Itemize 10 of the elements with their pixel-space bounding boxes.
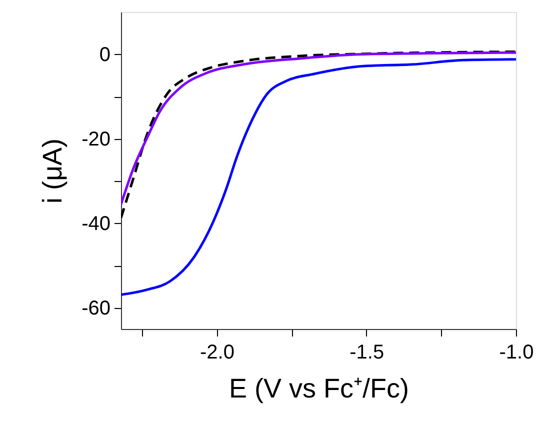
x-tick-label: -1.0	[499, 342, 534, 364]
y-tick-label: -20	[82, 128, 110, 150]
y-tick-label: 0	[99, 44, 110, 66]
x-tick-label: -1.5	[350, 342, 384, 364]
line-series	[121, 58, 516, 296]
y-tick-label: -60	[82, 297, 110, 320]
y-tick-label: -40	[82, 212, 110, 235]
y-axis-title: i (μA)	[38, 138, 68, 204]
x-tick-label: -2.0	[200, 342, 234, 364]
x-axis-title: E (V vs Fc⁺/Fc)	[229, 374, 409, 404]
